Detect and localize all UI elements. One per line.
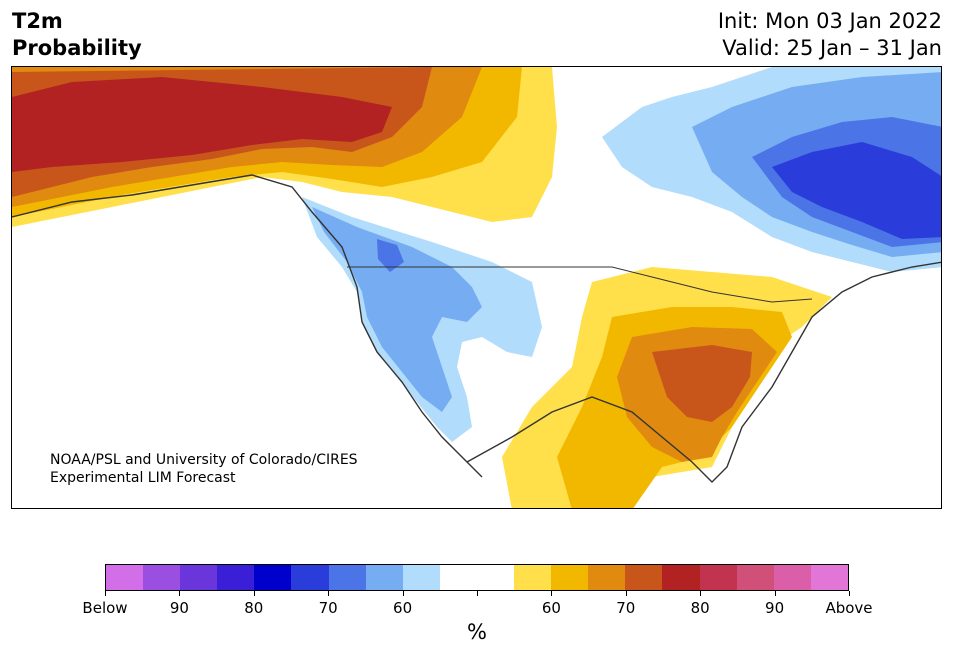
credit-org: NOAA/PSL and University of Colorado/CIRE… xyxy=(50,452,358,468)
colorbar-segment xyxy=(476,565,515,590)
colorbar-segment xyxy=(551,565,589,590)
colorbar-segment xyxy=(662,565,700,590)
colorbar-segment xyxy=(625,565,663,590)
colorbar-tick-label: Above xyxy=(825,599,873,617)
colorbar-tick xyxy=(700,591,702,596)
colorbar-segment xyxy=(180,565,218,590)
colorbar-tick-label: 60 xyxy=(541,599,561,617)
colorbar-tick xyxy=(625,591,627,596)
title-kind: Probability xyxy=(12,36,142,60)
map-panel: NOAA/PSL and University of Colorado/CIRE… xyxy=(11,66,942,509)
colorbar-tick-label: 70 xyxy=(318,599,338,617)
colorbar-tick xyxy=(551,591,553,596)
map-credit: NOAA/PSL and University of Colorado/CIRE… xyxy=(50,451,358,487)
map-title: T2m Probability xyxy=(12,8,142,62)
colorbar-segment xyxy=(402,565,440,590)
colorbar-tick-label: 80 xyxy=(244,599,264,617)
probability-colorbar xyxy=(105,564,849,591)
init-date: Init: Mon 03 Jan 2022 xyxy=(717,9,942,33)
colorbar-segment xyxy=(365,565,403,590)
colorbar-tick-label: 70 xyxy=(616,599,636,617)
colorbar-segment xyxy=(217,565,255,590)
colorbar-tick-label: 60 xyxy=(393,599,413,617)
colorbar-tick xyxy=(774,591,776,596)
colorbar-segment xyxy=(810,565,848,590)
colorbar-tick-label: Below xyxy=(82,599,128,617)
colorbar-tick xyxy=(328,591,330,596)
colorbar-tick xyxy=(477,591,478,596)
colorbar-segment xyxy=(254,565,292,590)
colorbar-tick xyxy=(105,591,106,596)
colorbar-segment xyxy=(143,565,181,590)
colorbar-segment xyxy=(514,565,552,590)
warm-region-southeast-dark xyxy=(652,345,752,422)
title-variable: T2m xyxy=(12,9,63,33)
colorbar-tick-label: 90 xyxy=(765,599,785,617)
cold-region-west-core xyxy=(377,239,404,272)
colorbar-segment xyxy=(106,565,144,590)
colorbar-segment xyxy=(736,565,774,590)
colorbar-segment xyxy=(291,565,329,590)
colorbar-segment xyxy=(588,565,626,590)
colorbar-tick-label: 80 xyxy=(690,599,710,617)
colorbar-tick-label: 90 xyxy=(169,599,189,617)
colorbar-tick xyxy=(253,591,255,596)
cold-region-east-deep xyxy=(772,142,941,239)
credit-product: Experimental LIM Forecast xyxy=(50,470,236,486)
colorbar-segment xyxy=(699,565,737,590)
cold-region-west-mid xyxy=(312,207,482,412)
forecast-dates: Init: Mon 03 Jan 2022 Valid: 25 Jan – 31… xyxy=(718,8,942,62)
probability-map xyxy=(12,67,941,508)
colorbar-segment xyxy=(328,565,366,590)
valid-range: Valid: 25 Jan – 31 Jan xyxy=(722,36,942,60)
colorbar-tick xyxy=(179,591,181,596)
colorbar-tick xyxy=(849,591,850,596)
warm-region-northwest-red xyxy=(12,77,392,172)
colorbar-segment xyxy=(439,565,477,590)
colorbar-segment xyxy=(773,565,811,590)
colorbar-unit: % xyxy=(467,620,487,644)
us-canada-border xyxy=(347,266,813,303)
colorbar-tick xyxy=(402,591,404,596)
